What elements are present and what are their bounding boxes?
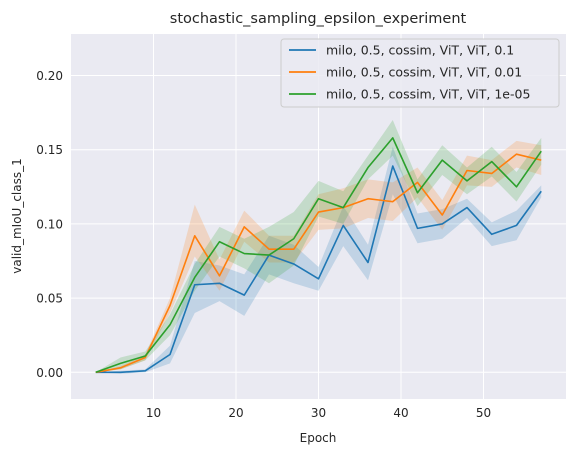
series-line-3	[95, 137, 542, 374]
x-tick-label: 10	[146, 406, 161, 420]
legend-label-2: milo, 0.5, cossim, ViT, ViT, 0.01	[326, 65, 522, 80]
confidence-band-3	[95, 120, 542, 373]
x-tick-label: 40	[393, 406, 408, 420]
y-tick-labels: 0.00 0.05 0.10 0.15 0.20	[36, 69, 63, 380]
series-lines	[95, 137, 542, 374]
x-axis-label: Epoch	[300, 431, 337, 445]
x-tick-labels: 10 20 30 40 50	[146, 406, 491, 420]
chart-title: stochastic_sampling_epsilon_experiment	[170, 11, 467, 27]
y-tick-label: 0.20	[36, 69, 63, 83]
series-line-1	[95, 165, 542, 374]
legend-label-3: milo, 0.5, cossim, ViT, ViT, 1e-05	[326, 87, 530, 102]
x-tick-label: 20	[228, 406, 243, 420]
y-tick-label: 0.15	[36, 143, 63, 157]
legend-label-1: milo, 0.5, cossim, ViT, ViT, 0.1	[326, 43, 514, 58]
y-tick-label: 0.05	[36, 292, 63, 306]
x-tick-label: 30	[311, 406, 326, 420]
y-axis-label: valid_mIoU_class_1	[10, 158, 24, 274]
legend-box	[280, 38, 560, 108]
x-tick-label: 50	[476, 406, 491, 420]
y-tick-label: 0.10	[36, 217, 63, 231]
legend: milo, 0.5, cossim, ViT, ViT, 0.1 milo, 0.…	[280, 38, 560, 108]
y-tick-label: 0.00	[36, 366, 63, 380]
series-line-2	[95, 153, 542, 374]
